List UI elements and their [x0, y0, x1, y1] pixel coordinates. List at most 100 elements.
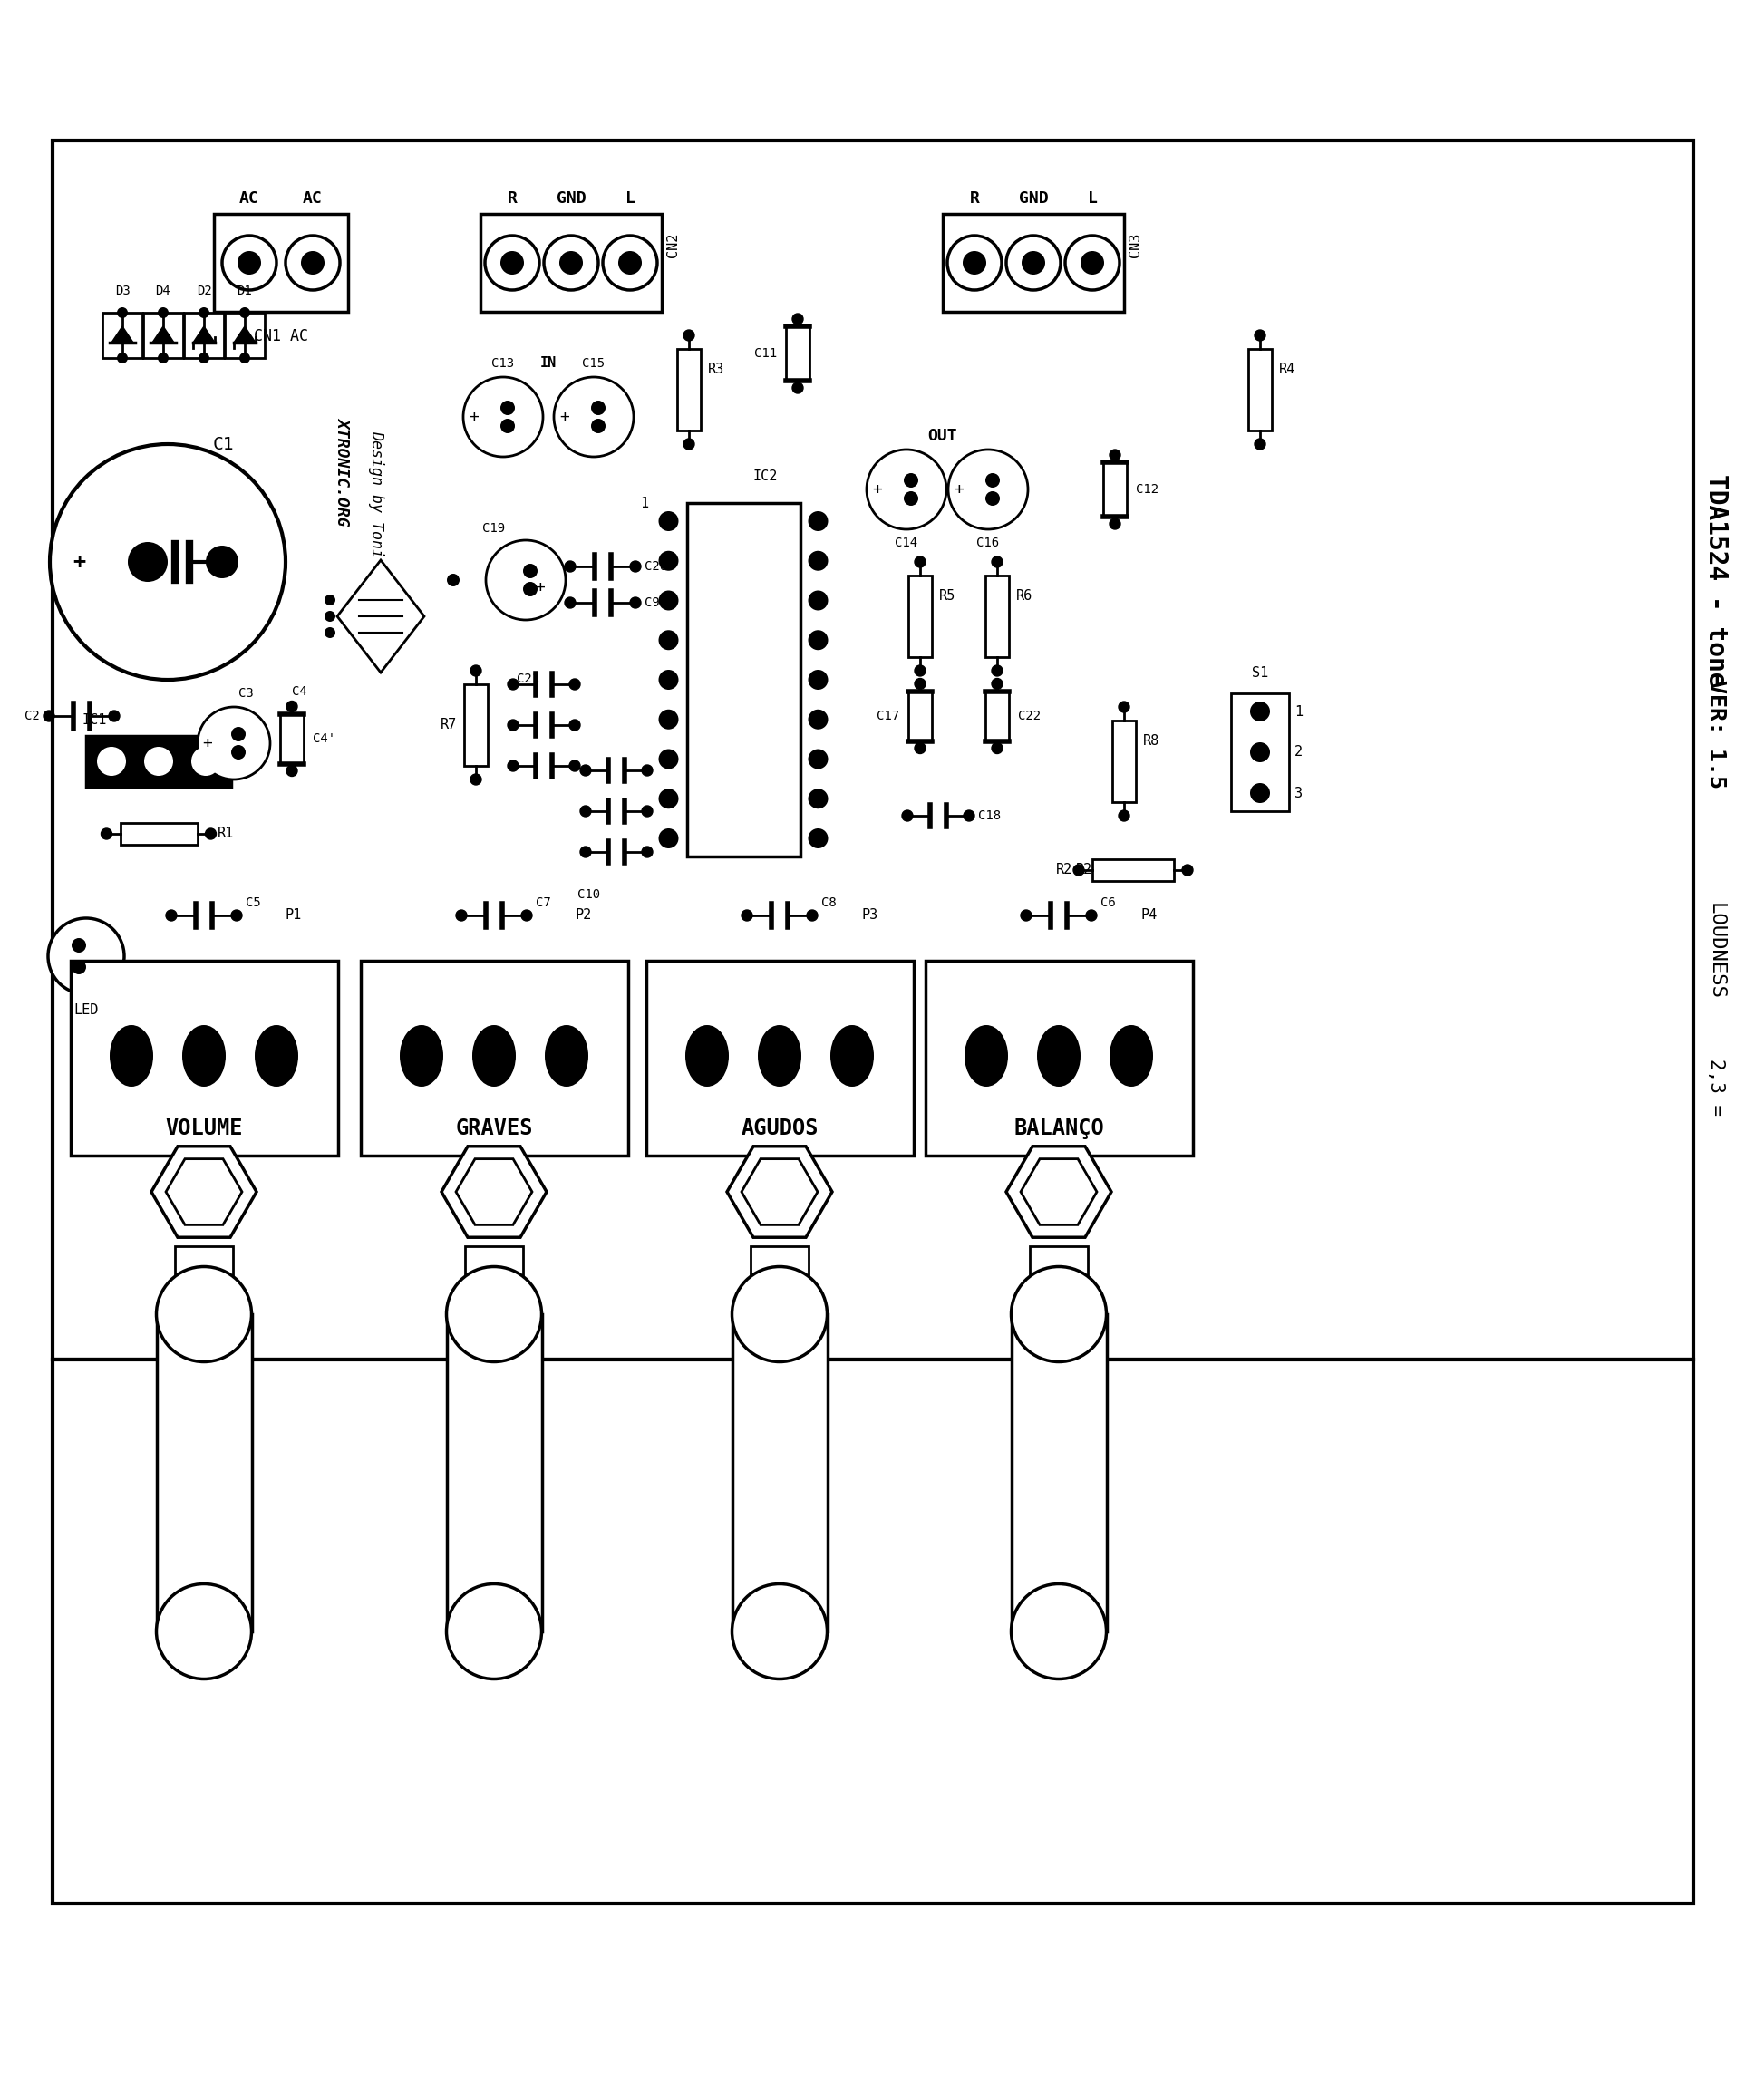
Circle shape — [157, 353, 169, 363]
Text: C20: C20 — [644, 561, 667, 573]
Circle shape — [101, 827, 112, 840]
Circle shape — [1255, 330, 1265, 340]
Circle shape — [325, 611, 335, 622]
Text: C19: C19 — [482, 523, 504, 536]
Bar — [646, 960, 913, 1155]
Circle shape — [808, 710, 829, 729]
Circle shape — [948, 235, 1002, 290]
Circle shape — [1249, 741, 1270, 762]
Text: AC: AC — [239, 191, 260, 206]
Circle shape — [501, 401, 515, 416]
Ellipse shape — [686, 1025, 729, 1086]
Circle shape — [286, 701, 297, 712]
Circle shape — [98, 748, 126, 775]
Circle shape — [553, 378, 633, 458]
Circle shape — [642, 764, 653, 775]
Circle shape — [914, 678, 925, 689]
Circle shape — [808, 630, 829, 651]
Circle shape — [1010, 1583, 1106, 1680]
Text: L: L — [1087, 191, 1098, 206]
Bar — [86, 735, 230, 788]
Text: R: R — [508, 191, 517, 206]
Bar — [103, 313, 143, 357]
Circle shape — [806, 909, 818, 920]
Circle shape — [1110, 449, 1120, 460]
Text: IC1: IC1 — [82, 714, 106, 727]
Bar — [143, 313, 183, 357]
Circle shape — [447, 1583, 541, 1680]
Circle shape — [592, 418, 606, 433]
Bar — [225, 313, 265, 357]
Circle shape — [658, 827, 679, 848]
Circle shape — [145, 748, 173, 775]
Bar — [215, 214, 347, 311]
Circle shape — [1073, 865, 1084, 876]
Circle shape — [630, 596, 640, 609]
Bar — [909, 575, 932, 657]
Circle shape — [658, 670, 679, 689]
Circle shape — [991, 743, 1003, 754]
Bar — [464, 1245, 524, 1315]
Circle shape — [239, 353, 250, 363]
Bar — [1030, 1245, 1087, 1315]
Text: VER: 1.5: VER: 1.5 — [1705, 680, 1728, 788]
Text: C4: C4 — [291, 685, 307, 697]
Circle shape — [501, 252, 523, 275]
Circle shape — [904, 491, 918, 506]
Circle shape — [902, 811, 913, 821]
Circle shape — [157, 307, 169, 317]
Bar — [986, 575, 1009, 657]
Text: R2: R2 — [1075, 863, 1092, 878]
Circle shape — [447, 1266, 541, 1361]
Circle shape — [230, 727, 246, 741]
Bar — [1103, 462, 1127, 517]
Circle shape — [286, 235, 340, 290]
Text: 2: 2 — [1295, 746, 1304, 758]
Circle shape — [471, 666, 482, 676]
Circle shape — [1021, 909, 1031, 920]
Circle shape — [1249, 701, 1270, 722]
Text: P3: P3 — [862, 909, 878, 922]
Text: C17: C17 — [876, 710, 899, 722]
Circle shape — [1181, 865, 1194, 876]
Bar — [1230, 693, 1290, 811]
Circle shape — [986, 491, 1000, 506]
Circle shape — [963, 252, 986, 275]
Text: +: + — [73, 550, 86, 573]
Ellipse shape — [255, 1025, 298, 1086]
Text: CN2: CN2 — [667, 233, 681, 256]
Text: R1: R1 — [216, 827, 234, 840]
Bar — [1010, 1315, 1106, 1632]
Circle shape — [579, 846, 592, 857]
Text: C3: C3 — [239, 687, 253, 699]
Circle shape — [522, 909, 532, 920]
Circle shape — [108, 710, 120, 722]
Text: C12: C12 — [1136, 483, 1159, 496]
Circle shape — [1085, 909, 1098, 920]
Text: R7: R7 — [440, 718, 457, 733]
Text: CN1 AC: CN1 AC — [253, 328, 309, 344]
Text: C7: C7 — [536, 897, 551, 909]
Text: D4: D4 — [155, 286, 171, 298]
Circle shape — [44, 710, 54, 722]
Circle shape — [658, 590, 679, 611]
Circle shape — [569, 720, 579, 731]
Text: P2: P2 — [576, 909, 592, 922]
Ellipse shape — [473, 1025, 517, 1086]
Polygon shape — [112, 326, 133, 342]
Text: D1: D1 — [237, 286, 253, 298]
Circle shape — [808, 750, 829, 769]
Circle shape — [447, 573, 459, 586]
Circle shape — [630, 561, 640, 571]
Circle shape — [117, 353, 127, 363]
Circle shape — [560, 252, 583, 275]
Ellipse shape — [831, 1025, 874, 1086]
Circle shape — [508, 678, 518, 689]
Text: R2: R2 — [1056, 863, 1073, 878]
Text: +: + — [872, 481, 881, 498]
Bar — [480, 214, 661, 311]
Circle shape — [808, 827, 829, 848]
Text: BALANÇO: BALANÇO — [1014, 1117, 1105, 1140]
Ellipse shape — [544, 1025, 588, 1086]
Text: R4: R4 — [1279, 363, 1295, 376]
